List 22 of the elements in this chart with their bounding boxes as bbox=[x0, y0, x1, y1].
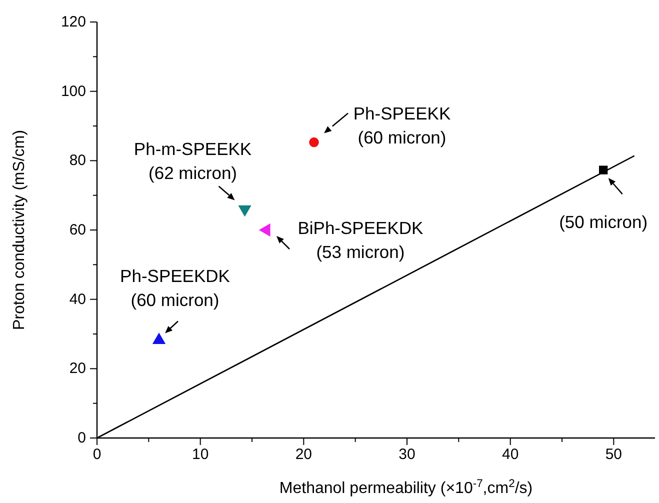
x-tick-label: 0 bbox=[92, 446, 102, 463]
y-tick-label: 60 bbox=[69, 222, 86, 238]
y-tick-label: 40 bbox=[69, 290, 86, 308]
point bbox=[309, 137, 319, 148]
x-tick-label: 10 bbox=[192, 446, 209, 463]
x-tick-label: 50 bbox=[605, 446, 622, 463]
x-tick-label: 20 bbox=[295, 446, 312, 463]
y-tick-label: 80 bbox=[69, 152, 86, 170]
y-tick-label: 0 bbox=[78, 430, 86, 446]
y-tick-label: 20 bbox=[69, 360, 86, 378]
x-tick-label: 40 bbox=[502, 446, 519, 463]
y-axis-title: Proton conductivity (mS/cm) bbox=[11, 130, 28, 330]
x-axis-title: Methanol permeability (×10$^{-7}$,cm$^{2}$/s) bbox=[279, 478, 533, 497]
annotation: BiPh-SPEEKDK (53 micron) bbox=[298, 218, 424, 262]
annotation: Ph-SPEEKK (60 micron) bbox=[353, 103, 451, 148]
point bbox=[152, 332, 166, 344]
annotation: Ph-m-SPEEKK (62 micron) bbox=[134, 139, 252, 184]
x-tick-label: 30 bbox=[398, 446, 416, 463]
annotation: (50 micron) bbox=[559, 212, 648, 232]
y-tick-label: 120 bbox=[60, 14, 86, 30]
y-tick-label: 100 bbox=[60, 82, 86, 100]
annotation: Ph-SPEEKDK (60 micron) bbox=[120, 266, 230, 310]
